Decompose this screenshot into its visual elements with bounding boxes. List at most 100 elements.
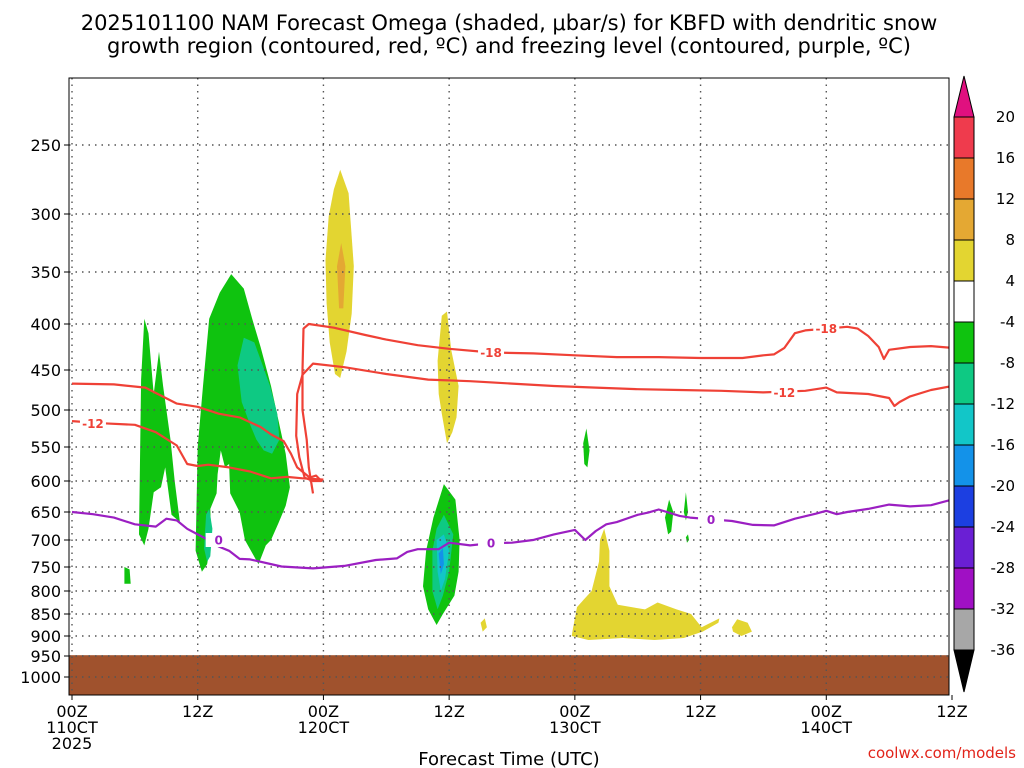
colorbar-band-12 [953,608,975,651]
y-axis: 250 300 350 400 450 500 550 600 650 700 750 800 850 9… [20,136,69,687]
y-tick-label-750: 750 [30,558,61,577]
colorbar-band-5 [953,321,975,364]
colorbar-label-11: -28 [991,559,1016,577]
colorbar-label-4: 4 [1005,272,1015,290]
terrain-layer [69,655,949,695]
contour-line--12-2 [71,420,324,481]
colorbar-top-arrow [953,75,975,118]
x-tick-label-72-1: 140CT [801,718,853,737]
y-tick-label-600: 600 [30,472,61,491]
y-tick-label-1000: 1000 [20,668,61,687]
y-tick-label-700: 700 [30,531,61,550]
x-tick-label-60-0: 12Z [685,702,716,721]
colorbar-label-9: -20 [991,477,1016,495]
omega-region-10 [665,499,674,535]
contour-label--18-0: -18 [480,346,502,360]
y-tick-label-450: 450 [30,361,61,380]
colorbar-label-8: -16 [991,436,1016,454]
contour-label-bg [771,385,798,400]
contour-label--12-0: -12 [82,417,104,431]
contour-label-bg [478,536,505,551]
contour-layer: -18 -18 -12 -12 0 0 0 [71,321,949,570]
contour-label-bg [478,345,505,360]
chart-title-line-1: 2025101100 NAM Forecast Omega (shaded, μ… [81,11,938,35]
x-tick-label-84-0: 12Z [936,702,967,721]
x-tick-label-36-0: 12Z [433,702,464,721]
omega-region-1 [195,274,290,572]
contour-label-0-2: 0 [707,513,715,527]
colorbar-label-0: 20 [996,108,1015,126]
x-tick-label-0-2: 2025 [52,734,93,753]
x-tick-label-24-1: 120CT [298,718,350,737]
colorbar-band-7 [953,403,975,446]
omega-region-8 [438,548,444,575]
omega-region-2 [237,337,280,454]
x-tick-label-72-0: 00Z [811,702,842,721]
y-tick-label-300: 300 [30,205,61,224]
colorbar-label-7: -12 [991,395,1016,413]
colorbar-label-3: 8 [1005,231,1015,249]
omega-region-14 [337,243,346,309]
colorbar-label-10: -24 [991,518,1016,536]
y-tick-label-550: 550 [30,438,61,457]
y-tick-label-800: 800 [30,582,61,601]
colorbar-band-2 [953,198,975,241]
x-tick-label-12-0: 12Z [182,702,213,721]
colorbar-bottom-arrow [953,649,975,693]
y-tick-label-250: 250 [30,136,61,155]
contour-label-bg [813,321,840,336]
y-tick-label-850: 850 [30,605,61,624]
contour-label-bg [698,512,725,527]
colorbar-label-6: -8 [1000,354,1015,372]
grid-layer [69,78,949,695]
y-tick-label-950: 950 [30,647,61,666]
colorbar-label-1: 16 [996,149,1015,167]
terrain-fill [69,655,949,695]
y-tick-label-400: 400 [30,315,61,334]
omega-region-18 [732,619,752,636]
watermark: coolwx.com/models [868,744,1016,762]
y-tick-label-650: 650 [30,503,61,522]
colorbar-label-12: -32 [991,600,1016,618]
y-tick-label-500: 500 [30,401,61,420]
contour-line--18-0 [301,322,949,494]
omega-region-11 [683,492,688,521]
omega-region-0 [139,318,180,546]
contour-label--12-0: -12 [774,386,796,400]
colorbar-band-1 [953,157,975,200]
colorbar-band-11 [953,567,975,610]
colorbar-label-5: -4 [1000,313,1015,331]
omega-region-17 [571,528,720,640]
plot-background [69,78,949,695]
x-tick-label-0-1: 110CT [46,718,98,737]
contour-line-0-3 [71,499,949,570]
contour-line--12-1 [71,362,949,483]
x-tick-label-48-1: 130CT [549,718,601,737]
colorbar: 20 16 12 8 4 -4 -8 -12 -16 -20 -24 -28 -32 -36 [953,75,1016,693]
plot-frame [68,77,950,696]
y-tick-label-900: 900 [30,627,61,646]
chart-title-line-2: growth region (contoured, red, ºC) and f… [107,34,911,58]
omega-region-9 [583,428,590,468]
omega-region-16 [480,618,487,632]
x-tick-label-48-0: 00Z [559,702,590,721]
colorbar-band-10 [953,526,975,569]
colorbar-label-13: -36 [991,641,1016,659]
colorbar-band-0 [953,116,975,159]
contour-label-bg [79,416,106,431]
contour-label-0-0: 0 [214,534,222,548]
colorbar-band-4 [953,280,975,323]
y-tick-label-350: 350 [30,263,61,282]
contour-label--18-1: -18 [815,322,837,336]
colorbar-band-8 [953,444,975,487]
x-axis-label: Forecast Time (UTC) [418,749,599,768]
contour-label-0-1: 0 [487,537,495,551]
colorbar-band-9 [953,485,975,528]
x-tick-label-24-0: 00Z [308,702,339,721]
colorbar-label-2: 12 [996,190,1015,208]
contour-label-bg [205,533,232,547]
plot-area: -18 -18 -12 -12 0 0 0 [68,77,950,696]
colorbar-band-3 [953,239,975,282]
